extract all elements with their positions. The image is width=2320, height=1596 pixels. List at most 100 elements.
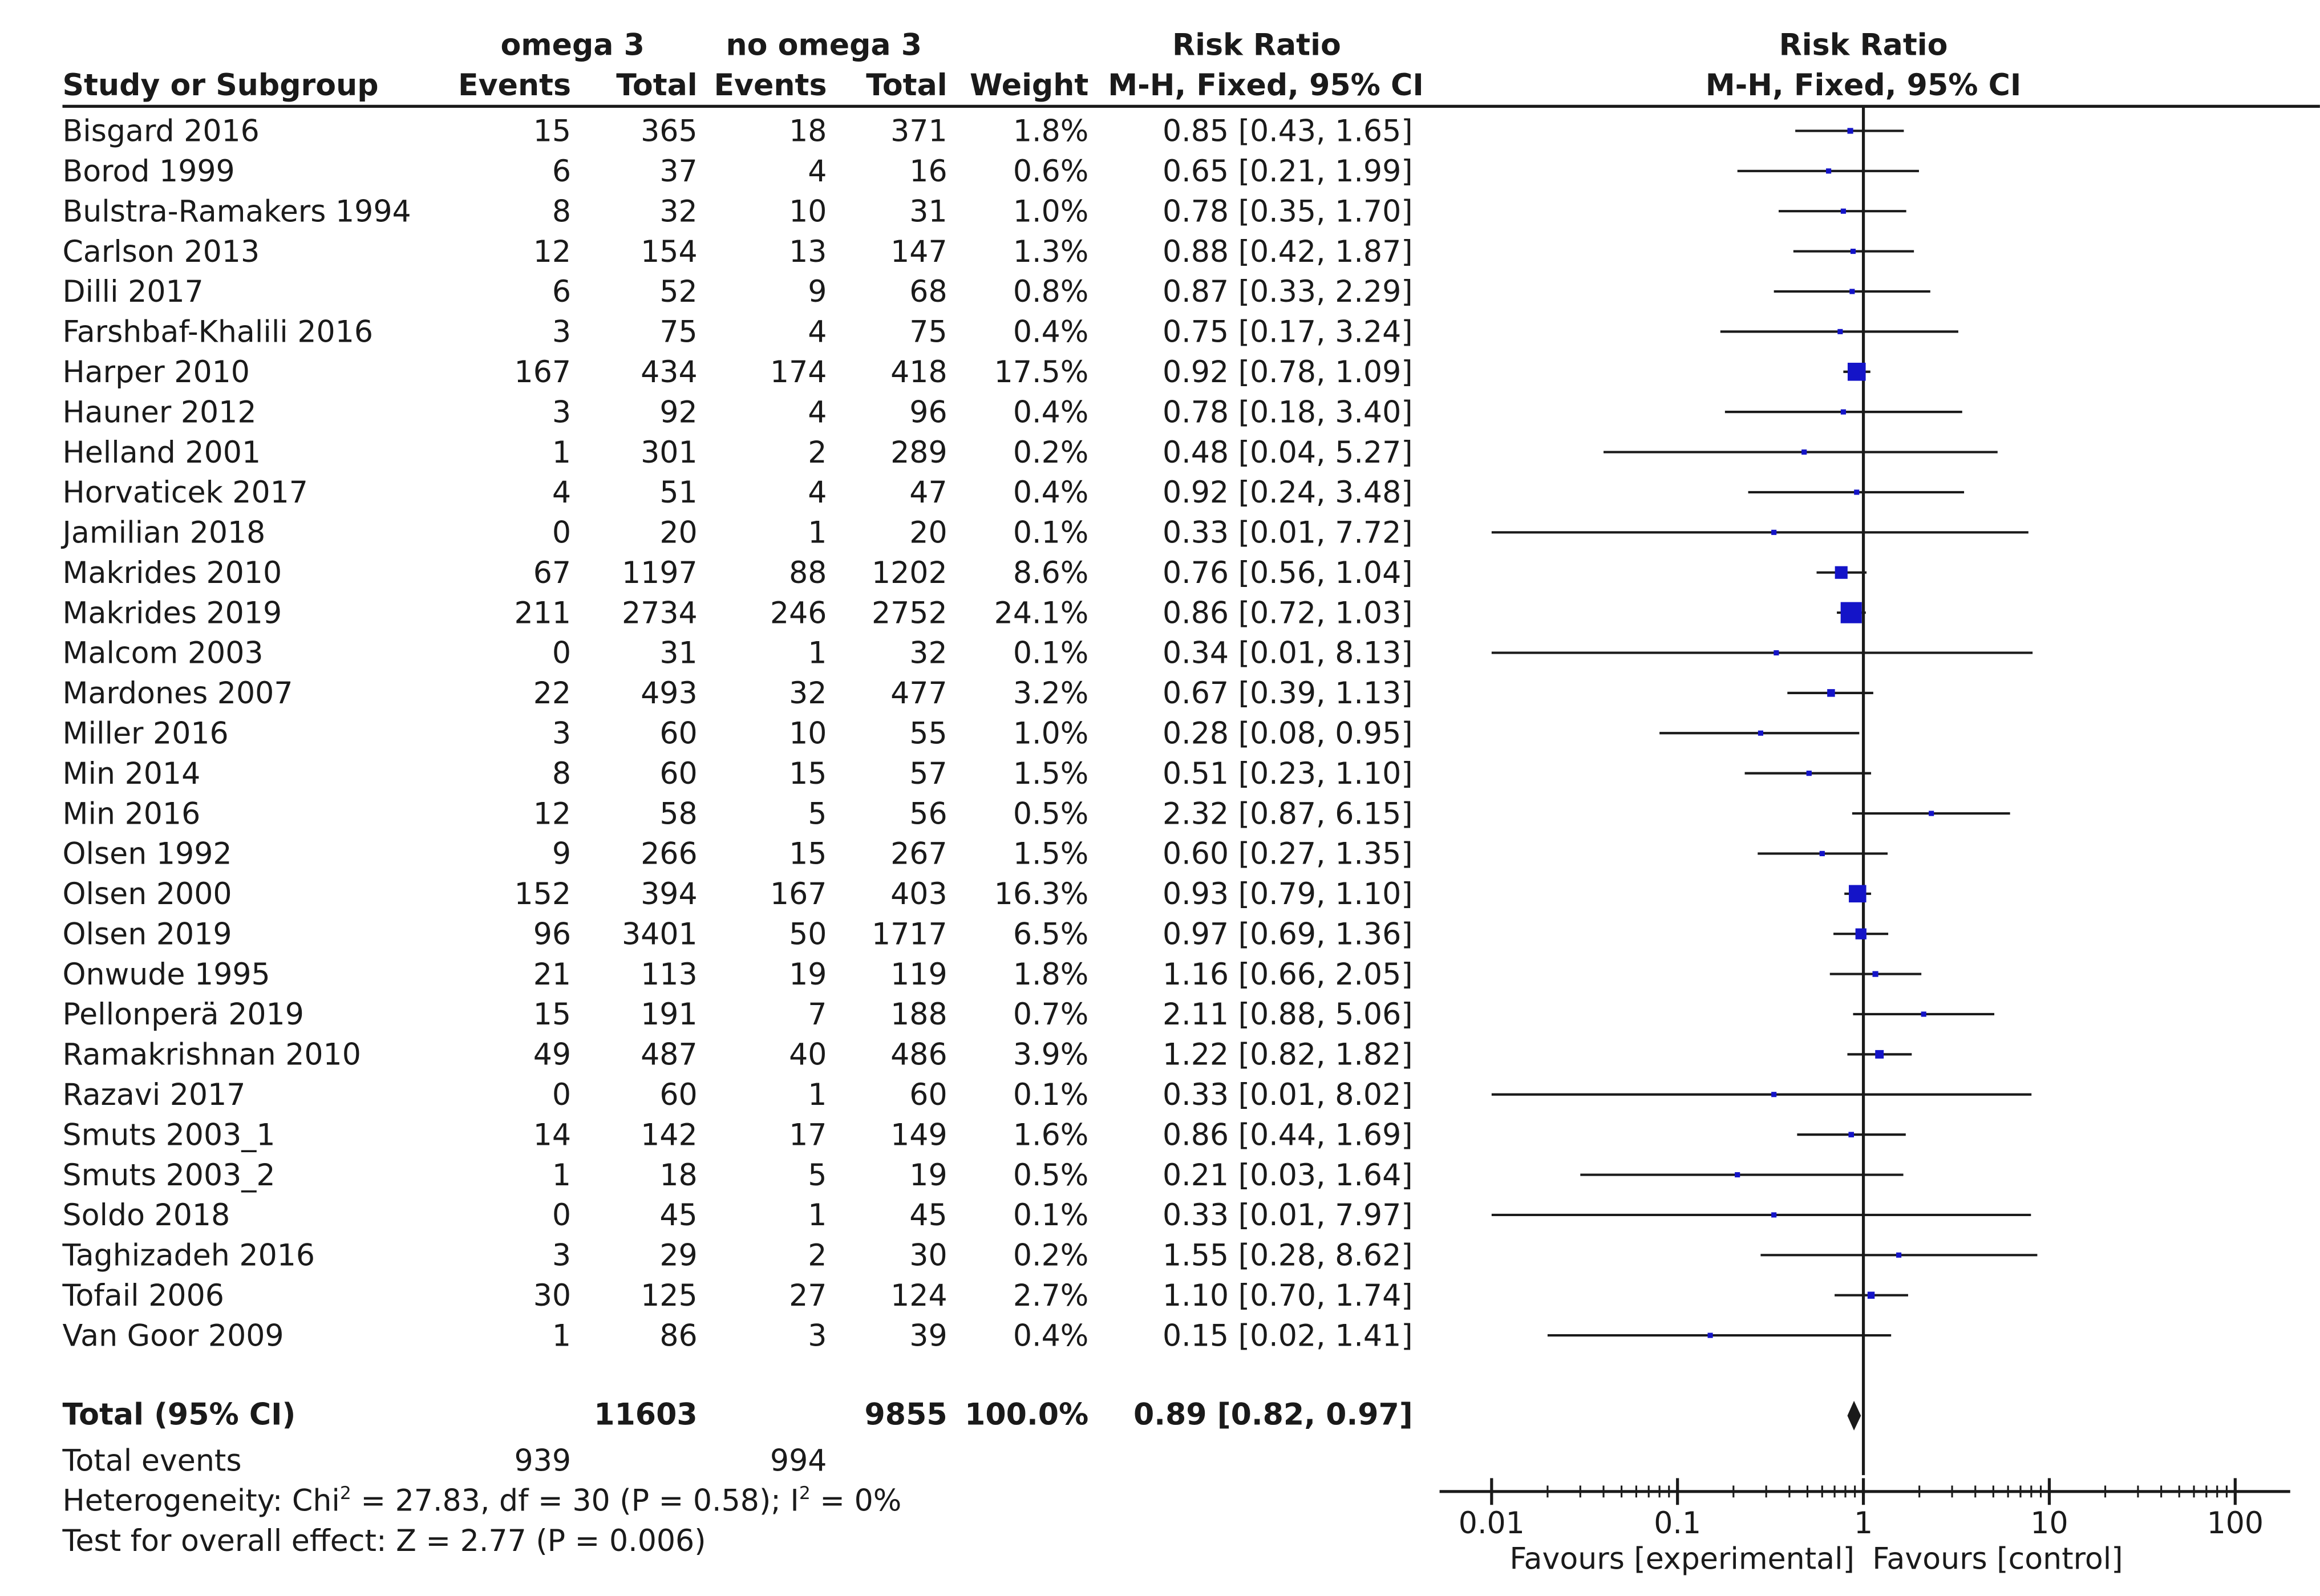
- study-weight: 3.9%: [1013, 1036, 1089, 1072]
- x-tick-label: 1: [1854, 1506, 1873, 1541]
- study-events-1: 1: [552, 1157, 572, 1193]
- favours-control-label: Favours [control]: [1872, 1542, 2123, 1576]
- study-events-2: 15: [789, 836, 827, 872]
- favours-experimental-label: Favours [experimental]: [1509, 1542, 1855, 1576]
- study-weight: 0.5%: [1013, 795, 1089, 832]
- study-weight: 24.1%: [994, 594, 1089, 631]
- heterogeneity-sup2: 2: [799, 1482, 811, 1504]
- study-events-2: 5: [808, 1157, 827, 1193]
- total-label: Total (95% CI): [62, 1396, 296, 1432]
- study-total-1: 493: [641, 675, 698, 711]
- study-total-2: 19: [909, 1157, 948, 1193]
- header-events-2: Events: [714, 67, 827, 103]
- study-total-1: 60: [659, 1076, 698, 1113]
- study-weight: 6.5%: [1013, 916, 1089, 952]
- study-weight: 0.4%: [1013, 314, 1089, 350]
- study-name: Smuts 2003_1: [62, 1116, 276, 1153]
- study-point-marker: [1771, 1212, 1777, 1218]
- study-events-2: 17: [789, 1116, 827, 1153]
- study-events-2: 7: [808, 996, 827, 1032]
- study-events-1: 8: [552, 193, 572, 229]
- study-events-1: 1: [552, 1317, 572, 1354]
- study-weight: 0.6%: [1013, 153, 1089, 189]
- study-events-2: 1: [808, 1076, 827, 1113]
- study-events-1: 0: [552, 635, 572, 671]
- header-events-1: Events: [458, 67, 572, 103]
- study-name: Pellonperä 2019: [62, 996, 304, 1032]
- total-events-e2: 994: [770, 1442, 827, 1478]
- study-events-1: 3: [552, 394, 572, 430]
- study-total-2: 16: [909, 153, 948, 189]
- header-study: Study or Subgroup: [62, 67, 379, 103]
- study-total-1: 301: [641, 434, 698, 470]
- study-name: Olsen 1992: [62, 836, 232, 872]
- study-name: Min 2016: [62, 795, 201, 832]
- study-total-2: 119: [890, 956, 948, 992]
- study-ci: 0.97 [0.69, 1.36]: [1162, 916, 1413, 952]
- study-point-marker: [1929, 811, 1934, 816]
- study-total-2: 477: [890, 675, 948, 711]
- study-events-2: 27: [789, 1277, 827, 1313]
- study-events-1: 96: [533, 916, 572, 952]
- study-point-marker: [1735, 1172, 1740, 1178]
- study-events-1: 12: [533, 233, 572, 269]
- study-weight: 8.6%: [1013, 554, 1089, 590]
- study-events-1: 211: [514, 594, 572, 631]
- study-total-2: 75: [909, 314, 948, 350]
- study-total-2: 2752: [871, 594, 948, 631]
- study-point-marker: [1847, 128, 1853, 134]
- study-total-1: 2734: [621, 594, 698, 631]
- study-name: Ramakrishnan 2010: [62, 1036, 361, 1072]
- study-ci: 1.55 [0.28, 8.62]: [1162, 1237, 1413, 1273]
- study-ci: 0.85 [0.43, 1.65]: [1162, 113, 1413, 149]
- study-name: Olsen 2019: [62, 916, 232, 952]
- study-point-marker: [1849, 885, 1866, 903]
- study-ci: 0.28 [0.08, 0.95]: [1162, 715, 1413, 751]
- study-ci: 0.92 [0.24, 3.48]: [1162, 474, 1413, 511]
- study-ci: 0.87 [0.33, 2.29]: [1162, 273, 1413, 310]
- total-t1: 11603: [594, 1396, 698, 1432]
- study-ci: 2.11 [0.88, 5.06]: [1162, 996, 1413, 1032]
- study-events-1: 0: [552, 515, 572, 550]
- study-weight: 0.4%: [1013, 474, 1089, 511]
- study-name: Horvaticek 2017: [62, 474, 309, 511]
- study-point-marker: [1826, 168, 1832, 174]
- header-rr-method: M-H, Fixed, 95% CI: [1108, 67, 1424, 103]
- study-events-2: 10: [789, 715, 827, 751]
- header-group-no-omega3: no omega 3: [726, 26, 922, 63]
- study-events-1: 6: [552, 273, 572, 310]
- study-point-marker: [1921, 1011, 1926, 1017]
- study-events-2: 1: [808, 1197, 827, 1233]
- study-name: Taghizadeh 2016: [62, 1237, 315, 1273]
- study-ci: 0.75 [0.17, 3.24]: [1162, 314, 1413, 350]
- study-events-2: 4: [808, 314, 827, 350]
- study-ci: 0.86 [0.72, 1.03]: [1162, 594, 1413, 631]
- study-total-2: 57: [909, 755, 948, 791]
- study-weight: 1.8%: [1013, 956, 1089, 992]
- study-weight: 1.0%: [1013, 193, 1089, 229]
- study-total-2: 418: [890, 354, 948, 390]
- study-point-marker: [1827, 689, 1835, 697]
- study-total-1: 266: [641, 836, 698, 872]
- study-point-marker: [1847, 362, 1866, 381]
- study-total-2: 149: [890, 1116, 948, 1153]
- study-point-marker: [1774, 650, 1779, 656]
- study-weight: 0.2%: [1013, 1237, 1089, 1273]
- study-total-2: 188: [890, 996, 948, 1032]
- study-total-1: 3401: [621, 916, 698, 952]
- study-weight: 17.5%: [994, 354, 1089, 390]
- study-name: Bisgard 2016: [62, 113, 260, 149]
- study-total-2: 30: [909, 1237, 948, 1273]
- study-weight: 0.7%: [1013, 996, 1089, 1032]
- study-events-2: 1: [808, 515, 827, 550]
- study-name: Razavi 2017: [62, 1076, 246, 1113]
- study-total-1: 154: [641, 233, 698, 269]
- study-name: Olsen 2000: [62, 876, 232, 912]
- total-events-e1: 939: [514, 1442, 572, 1478]
- study-ci: 1.10 [0.70, 1.74]: [1162, 1277, 1413, 1313]
- study-total-1: 1197: [621, 554, 698, 590]
- study-point-marker: [1850, 249, 1856, 254]
- study-name: Smuts 2003_2: [62, 1157, 276, 1193]
- study-point-marker: [1849, 289, 1855, 294]
